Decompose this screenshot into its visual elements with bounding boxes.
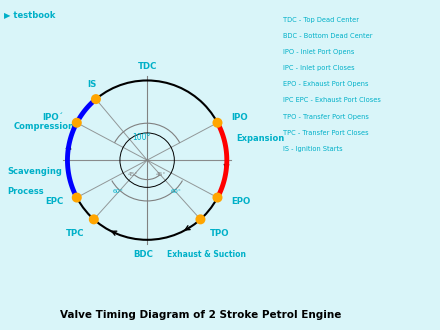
Text: IPO: IPO: [231, 114, 248, 122]
Text: 60°: 60°: [171, 189, 182, 194]
Text: Exhaust & Suction: Exhaust & Suction: [167, 249, 246, 258]
Text: TPO - Transfer Port Opens: TPO - Transfer Port Opens: [283, 114, 369, 119]
Text: BDC - Bottom Dead Center: BDC - Bottom Dead Center: [283, 33, 373, 39]
Text: Scavenging: Scavenging: [7, 167, 62, 176]
Text: TDC: TDC: [137, 62, 157, 71]
Text: Valve Timing Diagram of 2 Stroke Petrol Engine: Valve Timing Diagram of 2 Stroke Petrol …: [60, 311, 341, 320]
Point: [90, 217, 97, 222]
Text: 100°: 100°: [132, 133, 150, 142]
Text: Compression: Compression: [14, 122, 75, 131]
Point: [92, 96, 99, 102]
Text: EPO - Exhaust Port Opens: EPO - Exhaust Port Opens: [283, 82, 369, 87]
Text: TDC - Top Dead Center: TDC - Top Dead Center: [283, 17, 359, 23]
Text: IPO - Inlet Port Opens: IPO - Inlet Port Opens: [283, 50, 355, 55]
Text: IPC - Inlet port Closes: IPC - Inlet port Closes: [283, 65, 355, 71]
Text: Process: Process: [7, 187, 44, 196]
Text: BDC: BDC: [133, 249, 153, 258]
Text: ▶ testbook: ▶ testbook: [4, 10, 56, 18]
Text: TPO: TPO: [210, 229, 230, 238]
Text: 45°: 45°: [128, 172, 139, 177]
Point: [197, 217, 204, 222]
Text: TPC: TPC: [66, 229, 84, 238]
Text: IPC EPC - Exhaust Port Closes: IPC EPC - Exhaust Port Closes: [283, 97, 381, 104]
Text: Expansion: Expansion: [237, 134, 285, 143]
Text: TPC - Transfer Port Closes: TPC - Transfer Port Closes: [283, 130, 369, 136]
Text: IPO´: IPO´: [42, 114, 63, 122]
Point: [73, 195, 81, 200]
Text: EPO: EPO: [231, 197, 250, 206]
Point: [214, 120, 221, 125]
Text: 60°: 60°: [112, 189, 123, 194]
Point: [73, 120, 81, 125]
Point: [214, 195, 221, 200]
Text: 45°: 45°: [156, 172, 166, 177]
Text: IS - Ignition Starts: IS - Ignition Starts: [283, 146, 343, 151]
Text: EPC: EPC: [45, 197, 63, 206]
Text: IS: IS: [88, 81, 97, 89]
